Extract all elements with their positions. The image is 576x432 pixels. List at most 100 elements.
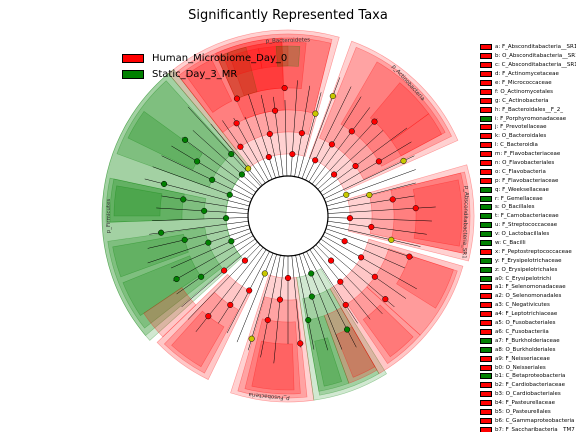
node [328, 257, 335, 264]
node [205, 239, 212, 246]
taxon-sector-g [319, 46, 452, 180]
branch [302, 252, 343, 350]
taxon-label: a4: F_Leptotrichiaceae [495, 311, 558, 318]
taxon-sector-t [112, 234, 189, 278]
taxon-sector-x [143, 287, 197, 338]
taxon-swatch [480, 391, 492, 398]
node [227, 301, 234, 308]
taxon-label: b4: F_Pasteurellaceae [495, 400, 555, 407]
taxon-entry: a3: C_Negativicutes [480, 301, 576, 310]
node [346, 215, 354, 222]
taxon-label: a2: O_Selenomonadales [495, 293, 562, 300]
taxon-swatch [480, 240, 492, 247]
taxon-sector-m [223, 48, 263, 78]
taxon-entry: d: F_Actinomycetaceae [480, 70, 576, 79]
legend: Human_Microbiome_Day_0 Static_Day_3_MR [122, 50, 287, 82]
taxon-sector-w [101, 73, 249, 336]
taxon-entry: a1: F_Selenomonadaceae [480, 283, 576, 292]
node [266, 130, 273, 138]
branch [326, 224, 421, 247]
taxon-entry: a5: O_Fusobacteriales [480, 319, 576, 328]
branch [290, 80, 298, 177]
branch [210, 123, 263, 186]
taxon-entry: a7: F_Burkholderiaceae [480, 336, 576, 345]
node [358, 254, 365, 261]
node [389, 196, 396, 203]
node [297, 340, 304, 347]
taxon-swatch [480, 168, 492, 175]
taxon-sector-a1 [171, 310, 225, 368]
taxon-entry: f: O_Actinomycetales [480, 87, 576, 96]
taxon-entry: b2: F_Cardiobacteriaceae [480, 381, 576, 390]
branch [149, 220, 249, 235]
taxon-swatch [480, 106, 492, 113]
node [337, 278, 344, 285]
taxon-swatch [480, 231, 492, 238]
taxon-swatch [480, 275, 492, 282]
taxon-swatch [480, 346, 492, 353]
taxon-swatch [480, 400, 492, 407]
node [158, 229, 165, 236]
taxon-entry: k: O_Bacteroidales [480, 132, 576, 141]
branch [324, 232, 406, 269]
taxon-sector-a0 [105, 177, 207, 223]
taxon-entry: t: F_Carnobacteriaceae [480, 212, 576, 221]
node [272, 107, 279, 114]
legend-label-group-b: Static_Day_3_MR [152, 68, 238, 80]
branch [317, 130, 384, 190]
branch [247, 254, 277, 351]
node [246, 287, 253, 294]
node [241, 257, 248, 264]
taxon-swatch [480, 44, 492, 51]
branch [260, 255, 281, 358]
node [308, 270, 315, 277]
taxon-label: l: C_Bacteroidia [495, 142, 538, 149]
taxon-label: c: C_Absconditabacteria__SR1_ [495, 62, 576, 69]
taxon-label: u: F_Streptococcaceae [495, 222, 558, 229]
taxon-entry: a9: F_Neisseriaceae [480, 354, 576, 363]
taxon-swatch [480, 337, 492, 344]
branch [161, 195, 249, 210]
taxa-key-list: a: F_Absconditabacteria__SR1_ b: O_Abscon… [480, 43, 576, 432]
branch [295, 255, 315, 350]
node [182, 136, 189, 143]
node [348, 128, 355, 135]
taxon-swatch [480, 177, 492, 184]
branch [325, 169, 416, 203]
taxon-entry: m: F_Flavobacteriaceae [480, 150, 576, 159]
taxon-swatch [480, 257, 492, 264]
taxon-label: a1: F_Selenomonadaceae [495, 284, 566, 291]
taxon-sector-u [122, 255, 201, 316]
taxon-swatch [480, 71, 492, 78]
branch [305, 86, 352, 181]
branch [284, 100, 288, 177]
branch [315, 244, 383, 315]
taxon-swatch [480, 151, 492, 158]
branch [172, 235, 254, 282]
taxon-entry: a: F_Absconditabacteria__SR1_ [480, 43, 576, 52]
taxon-label: q: F_Weeksellaceae [495, 186, 549, 193]
taxon-entry: r: F_Gemellaceae [480, 194, 576, 203]
node [261, 270, 268, 277]
taxon-label: j: F_Prevotellaceae [495, 124, 547, 131]
taxon-sector-l [175, 33, 333, 151]
taxon-sector-k [177, 37, 332, 133]
node [222, 215, 230, 222]
taxon-label: h: F_Bacteroidales__F_2_ [495, 106, 564, 113]
branch [309, 249, 358, 324]
branch [233, 117, 269, 182]
taxon-swatch [480, 426, 492, 432]
taxon-entry: l: C_Bacteroidia [480, 141, 576, 150]
branch [236, 252, 274, 343]
taxon-swatch [480, 364, 492, 371]
taxon-sector-a4 [251, 340, 295, 391]
taxon-swatch [480, 80, 492, 86]
node [228, 151, 235, 158]
taxon-entry: y: F_Erysipelotrichaceae [480, 256, 576, 265]
branch [187, 244, 261, 320]
taxon-label: b1: C_Betaproteobacteria [495, 373, 566, 380]
taxon-swatch [480, 53, 492, 60]
branch [320, 238, 407, 299]
taxon-swatch [480, 373, 492, 380]
